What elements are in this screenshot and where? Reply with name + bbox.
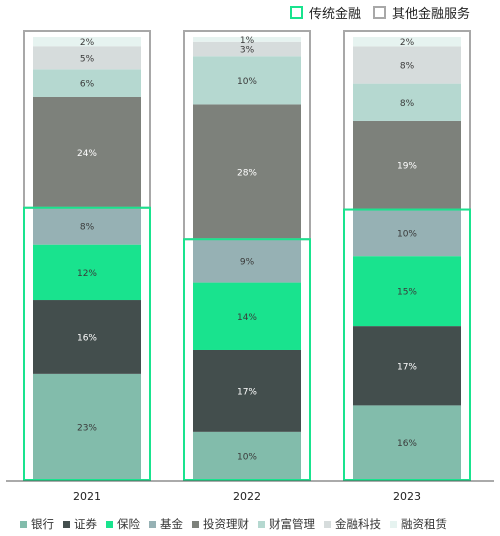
data-label-2023-融资租赁: 2% bbox=[400, 38, 415, 48]
bar-2022-投资理财 bbox=[193, 104, 301, 240]
data-label-2022-银行: 10% bbox=[237, 452, 257, 462]
group-box-traditional-2023 bbox=[343, 208, 471, 481]
legend-swatch-0 bbox=[20, 520, 27, 528]
data-label-2022-金融科技: 3% bbox=[240, 46, 255, 56]
bar-2023-基金 bbox=[353, 209, 461, 257]
bar-2021-财富管理 bbox=[33, 69, 141, 97]
legend-swatch-2 bbox=[106, 520, 113, 528]
bar-2023-投资理财 bbox=[353, 120, 461, 210]
data-label-2022-投资理财: 28% bbox=[237, 168, 257, 178]
legend-swatch-1 bbox=[63, 520, 70, 528]
data-label-2021-财富管理: 6% bbox=[80, 80, 95, 90]
data-label-2021-基金: 8% bbox=[80, 223, 95, 233]
legend-label-2: 保险 bbox=[117, 517, 140, 531]
bar-2023-证券 bbox=[353, 326, 461, 406]
data-label-2021-银行: 23% bbox=[77, 423, 97, 433]
bar-2023-银行 bbox=[353, 405, 461, 480]
legend-label-6: 金融科技 bbox=[335, 517, 381, 531]
legend-swatch-3 bbox=[149, 520, 156, 528]
bar-2022-基金 bbox=[193, 239, 301, 283]
data-label-2022-基金: 9% bbox=[240, 257, 255, 267]
legend-swatch-4 bbox=[192, 520, 199, 528]
bar-2022-保险 bbox=[193, 282, 301, 350]
traditional-label: 传统金融 bbox=[309, 7, 362, 22]
group-legend-traditional: 传统金融 bbox=[290, 3, 361, 22]
legend-item-7: 融资租赁 bbox=[390, 516, 447, 532]
bar-2021-证券 bbox=[33, 300, 141, 374]
traditional-swatch bbox=[290, 6, 303, 19]
legend-label-1: 证券 bbox=[74, 517, 97, 531]
bar-2022-融资租赁 bbox=[193, 37, 301, 42]
bar-2021-基金 bbox=[33, 207, 141, 245]
legend-item-1: 证券 bbox=[63, 516, 97, 532]
legend-label-0: 银行 bbox=[31, 517, 54, 531]
bar-2022-金融科技 bbox=[193, 41, 301, 57]
bar-2023-融资租赁 bbox=[353, 37, 461, 47]
legend-swatch-6 bbox=[324, 520, 331, 528]
bar-2021-投资理财 bbox=[33, 96, 141, 208]
series-legend: 银行 证券 保险 基金 投资理财 财富管理 金融科技 融资租赁 bbox=[20, 516, 456, 532]
legend-item-4: 投资理财 bbox=[192, 516, 249, 532]
legend-label-5: 财富管理 bbox=[269, 517, 315, 531]
legend-item-5: 财富管理 bbox=[258, 516, 315, 532]
data-label-2022-融资租赁: 1% bbox=[240, 36, 255, 46]
bar-2022-银行 bbox=[193, 431, 301, 480]
data-label-2021-融资租赁: 2% bbox=[80, 38, 95, 48]
bar-2021-保险 bbox=[33, 244, 141, 301]
data-label-2021-金融科技: 5% bbox=[80, 54, 95, 64]
legend-item-2: 保险 bbox=[106, 516, 140, 532]
x-tick-2021: 2021 bbox=[73, 490, 101, 503]
bar-2023-金融科技 bbox=[353, 46, 461, 84]
group-box-traditional-2022 bbox=[183, 238, 311, 481]
bar-2023-财富管理 bbox=[353, 83, 461, 121]
legend-item-3: 基金 bbox=[149, 516, 183, 532]
bar-2023-保险 bbox=[353, 256, 461, 327]
data-label-2023-银行: 16% bbox=[397, 439, 417, 449]
bar-2022-证券 bbox=[193, 349, 301, 432]
bar-2021-银行 bbox=[33, 373, 141, 480]
legend-item-0: 银行 bbox=[20, 516, 54, 532]
bar-2021-金融科技 bbox=[33, 46, 141, 70]
data-label-2021-投资理财: 24% bbox=[77, 149, 97, 159]
legend-label-7: 融资租赁 bbox=[401, 517, 447, 531]
data-label-2021-保险: 12% bbox=[77, 269, 97, 279]
group-legend-other: 其他金融服务 bbox=[373, 3, 470, 22]
bar-2021-融资租赁 bbox=[33, 37, 141, 47]
x-tick-2022: 2022 bbox=[233, 490, 261, 503]
other-label: 其他金融服务 bbox=[392, 7, 471, 22]
legend-item-6: 金融科技 bbox=[324, 516, 381, 532]
data-label-2023-投资理财: 19% bbox=[397, 162, 417, 172]
data-label-2021-证券: 16% bbox=[77, 333, 97, 343]
other-swatch bbox=[373, 6, 387, 19]
data-label-2022-证券: 17% bbox=[237, 387, 257, 397]
data-label-2023-保险: 15% bbox=[397, 288, 417, 298]
data-label-2023-财富管理: 8% bbox=[400, 99, 415, 109]
data-label-2022-保险: 14% bbox=[237, 313, 257, 323]
legend-label-4: 投资理财 bbox=[203, 517, 249, 531]
bar-2022-财富管理 bbox=[193, 56, 301, 105]
data-label-2023-基金: 10% bbox=[397, 229, 417, 239]
group-legend: 传统金融 其他金融服务 bbox=[290, 3, 482, 22]
data-label-2023-金融科技: 8% bbox=[400, 61, 415, 71]
legend-swatch-7 bbox=[390, 520, 397, 528]
data-label-2023-证券: 17% bbox=[397, 362, 417, 372]
data-label-2022-财富管理: 10% bbox=[237, 77, 257, 87]
legend-label-3: 基金 bbox=[160, 517, 183, 531]
legend-swatch-5 bbox=[258, 520, 265, 528]
group-box-traditional-2021 bbox=[23, 206, 151, 481]
x-tick-2023: 2023 bbox=[393, 490, 421, 503]
